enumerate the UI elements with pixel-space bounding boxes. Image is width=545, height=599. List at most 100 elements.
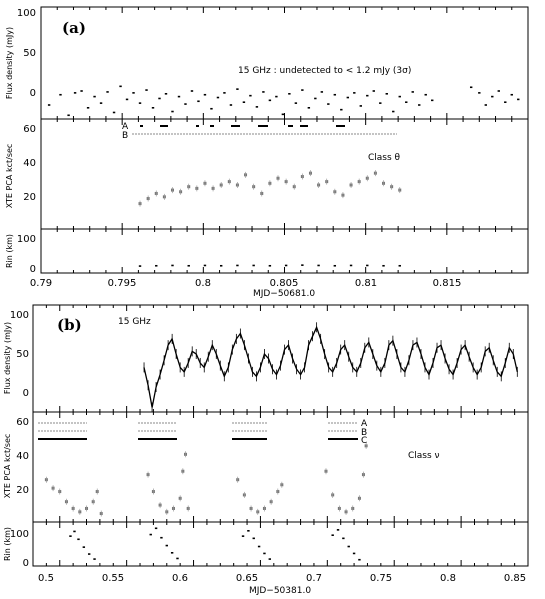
panel-a-xte-ylabel: XTE PCA kct/sec bbox=[5, 144, 14, 209]
ytick-label: 100 bbox=[17, 8, 36, 19]
flux-point bbox=[340, 108, 343, 111]
rin-point bbox=[77, 538, 80, 541]
flux-point bbox=[164, 93, 168, 95]
rin-point bbox=[73, 530, 76, 533]
flux-point bbox=[106, 91, 109, 93]
flux-point bbox=[346, 96, 350, 99]
rin-point bbox=[160, 536, 163, 539]
ytick-label: 0 bbox=[30, 88, 36, 99]
panel-b-bar-label-c: C bbox=[361, 436, 367, 446]
flux-point bbox=[491, 95, 494, 98]
ytick-label: 40 bbox=[16, 451, 29, 462]
rin-point bbox=[219, 264, 223, 267]
flux-point bbox=[517, 98, 520, 101]
rin-point bbox=[171, 264, 174, 267]
rin-point bbox=[398, 264, 401, 267]
panel-a-rin-yticks: 0 100 bbox=[17, 234, 36, 275]
flux-point bbox=[229, 104, 233, 106]
flux-point bbox=[268, 99, 272, 102]
rin-point bbox=[138, 265, 142, 267]
panel-a-rin-ylabel: Rin (km) bbox=[5, 234, 14, 268]
flux-point bbox=[151, 107, 155, 109]
ytick-label: 100 bbox=[10, 529, 29, 540]
panel-b-rin-yticks: 0 100 bbox=[10, 529, 29, 569]
xtick-label: 0.55 bbox=[102, 573, 124, 584]
flux-point bbox=[197, 100, 200, 103]
panel-a-label: (a) bbox=[62, 19, 86, 37]
ytick-label: 60 bbox=[16, 417, 29, 428]
xtick-label: 0.8 bbox=[195, 278, 211, 289]
xtick-label: 0.805 bbox=[270, 278, 299, 289]
ytick-label: 100 bbox=[17, 234, 36, 245]
flux-point bbox=[353, 92, 356, 94]
rin-point bbox=[93, 558, 96, 560]
panel-a: (a) 15 GHz : undetected to < 1.2 mJy (3σ… bbox=[5, 6, 529, 299]
flux-point bbox=[249, 94, 252, 97]
flux-point bbox=[80, 90, 83, 92]
rin-point bbox=[203, 264, 207, 267]
rin-point bbox=[87, 553, 91, 555]
flux-point bbox=[418, 104, 421, 106]
flux-point bbox=[203, 93, 207, 96]
data-marks bbox=[44, 85, 520, 561]
flux-point bbox=[99, 102, 103, 104]
flux-point bbox=[242, 101, 246, 103]
rin-point bbox=[236, 264, 239, 267]
flux-point bbox=[59, 93, 62, 96]
flux-point bbox=[431, 99, 434, 102]
flux-point bbox=[112, 111, 116, 114]
ytick-label: 40 bbox=[23, 158, 36, 169]
ytick-label: 0 bbox=[23, 388, 29, 399]
flux-point bbox=[424, 93, 427, 96]
flux-point bbox=[333, 93, 337, 96]
rin-point bbox=[187, 264, 190, 267]
rin-point bbox=[247, 530, 250, 532]
flux-point bbox=[236, 88, 239, 90]
flux-point bbox=[392, 110, 395, 113]
flux-line bbox=[143, 325, 518, 408]
ytick-label: 100 bbox=[10, 310, 29, 321]
panel-a-xte-yticks: 20 40 60 bbox=[23, 124, 36, 203]
flux-point bbox=[73, 92, 77, 94]
flux-point bbox=[93, 95, 96, 98]
rin-point bbox=[257, 545, 261, 548]
ytick-label: 60 bbox=[23, 124, 36, 135]
rin-point bbox=[284, 264, 288, 267]
rin-point bbox=[268, 558, 271, 560]
xtick-label: 0.8 bbox=[440, 573, 456, 584]
flux-point bbox=[86, 107, 90, 109]
flux-point bbox=[307, 107, 311, 109]
flux-point bbox=[223, 92, 226, 94]
flux-point bbox=[190, 90, 194, 92]
flux-point bbox=[67, 114, 70, 117]
panel-b-xticks: 0.5 0.55 0.6 0.65 0.7 0.75 0.8 0.85 bbox=[38, 573, 526, 584]
ytick-label: 50 bbox=[16, 349, 29, 360]
rin-point bbox=[165, 544, 168, 547]
flux-point bbox=[158, 97, 161, 100]
flux-point bbox=[255, 106, 259, 108]
xtick-label: 0.79 bbox=[30, 278, 52, 289]
xtick-label: 0.6 bbox=[172, 573, 188, 584]
xtick-label: 0.7 bbox=[306, 573, 322, 584]
rin-point bbox=[268, 264, 272, 267]
panel-a-xticks: 0.79 0.795 0.8 0.805 0.81 0.815 bbox=[30, 278, 461, 289]
flux-point bbox=[47, 104, 51, 106]
flux-point bbox=[366, 94, 369, 97]
xtick-label: 0.815 bbox=[433, 278, 462, 289]
flux-point bbox=[359, 105, 362, 107]
rin-point bbox=[155, 264, 158, 267]
flux-point bbox=[210, 107, 213, 110]
panel-b-class-annotation: Class ν bbox=[408, 451, 440, 461]
rin-point bbox=[82, 546, 86, 548]
rin-point bbox=[382, 264, 385, 267]
rin-point bbox=[241, 535, 245, 537]
flux-point bbox=[138, 102, 142, 104]
flux-point bbox=[314, 97, 317, 100]
panel-b: (b) 15 GHz Class ν A B C Flux density (m… bbox=[3, 304, 529, 596]
panel-a-flux-yticks: 0 50 100 bbox=[17, 8, 36, 99]
flux-point bbox=[119, 85, 122, 88]
axis-ticks bbox=[32, 7, 529, 566]
flux-point bbox=[327, 103, 330, 105]
panel-b-label: (b) bbox=[57, 316, 82, 334]
